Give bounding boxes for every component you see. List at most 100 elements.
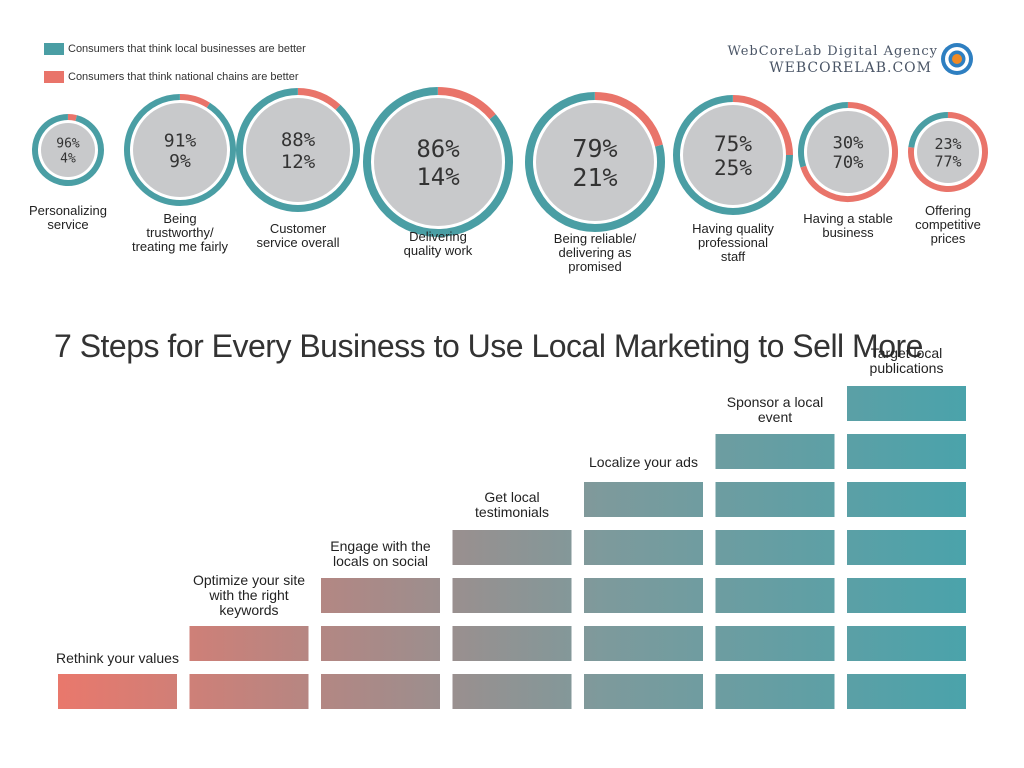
legend: Consumers that think local businesses ar… [44, 42, 306, 98]
step-block [847, 578, 966, 613]
step-block [715, 434, 835, 469]
donut-slice-local [908, 112, 949, 148]
step-block [584, 626, 703, 661]
step-block [847, 530, 966, 565]
step-label: Sponsor a local event [726, 394, 824, 425]
step-label: Rethink your values [56, 650, 179, 666]
donut-slice-local [525, 92, 665, 232]
step-block [847, 482, 966, 517]
donut-national-label: 12% [281, 151, 316, 173]
legend-label-national: Consumers that think national chains are… [68, 71, 299, 83]
donut-national-label: 25% [714, 156, 752, 180]
legend-item-local: Consumers that think local businesses ar… [44, 42, 306, 56]
step-block [715, 674, 835, 709]
donut-national-label: 9% [169, 151, 191, 172]
donut-center [246, 98, 350, 202]
donut-caption: Having a stable business [803, 211, 893, 240]
step-block [189, 626, 309, 661]
donut-caption: Being reliable/delivering as promised [553, 231, 637, 274]
donut-caption: Personalizing service [28, 203, 108, 232]
donut-center [917, 121, 979, 183]
step-label: Get local testimonials [475, 489, 549, 520]
donut-slice-national [437, 87, 496, 120]
donut-local-label: 86% [416, 135, 460, 163]
brand: WebCoreLab Digital Agency WEBCORELAB.COM [727, 42, 974, 82]
donut-caption: Offering competitive prices [915, 203, 981, 246]
step-block [58, 674, 177, 709]
donut-center [807, 111, 889, 193]
donut-slice-local [798, 102, 849, 168]
donut-local-label: 23% [934, 135, 961, 153]
donut-4: 86%14% [363, 87, 514, 237]
step-block [715, 626, 835, 661]
brand-name: WebCoreLab Digital Agency [727, 44, 938, 59]
step-block [452, 530, 572, 565]
donut-local-label: 91% [164, 130, 197, 151]
donut-slice-national [594, 92, 663, 147]
step-block [847, 434, 966, 469]
step-block [584, 674, 703, 709]
legend-item-national: Consumers that think national chains are… [44, 70, 306, 84]
step-block [321, 674, 440, 709]
step-block [847, 626, 966, 661]
donut-slice-national [800, 102, 898, 202]
legend-swatch-national [44, 71, 64, 83]
step-label: Engage with the locals on social [330, 538, 431, 569]
donut-local-label: 96% [56, 136, 80, 151]
step-block [847, 386, 966, 421]
donut-center [683, 105, 783, 205]
donut-center [374, 98, 502, 226]
steps-title: 7 Steps for Every Business to Use Local … [54, 328, 923, 364]
donut-slice-local [124, 94, 236, 206]
donut-slice-national [179, 94, 211, 108]
donut-caption: Delivering quality work [403, 229, 473, 258]
donut-local-label: 88% [281, 129, 316, 151]
donut-center [536, 103, 654, 221]
step-block [847, 674, 966, 709]
step-block [452, 578, 572, 613]
donut-national-label: 14% [416, 163, 460, 191]
donut-6: 75%25% [673, 95, 793, 215]
step-block [452, 626, 572, 661]
donut-caption: Having quality professional staff [692, 221, 774, 264]
step-label: Localize your ads [589, 454, 698, 470]
donut-1: 96%4% [31, 114, 104, 186]
donut-slice-national [732, 95, 793, 156]
step-block [715, 482, 835, 517]
donut-national-label: 4% [60, 151, 76, 166]
donut-national-label: 70% [833, 153, 864, 173]
donut-center [41, 123, 95, 177]
donut-slice-local [236, 88, 360, 212]
step-block [715, 578, 835, 613]
step-label: Target local publications [869, 345, 944, 376]
donut-2: 91%9% [124, 94, 236, 206]
target-logo-icon [941, 43, 973, 75]
donut-slice-national [297, 88, 341, 111]
donut-8: 23%77% [908, 112, 988, 192]
donut-charts: 96%4%91%9%88%12% 86%14%79%21%75%25%30%70%… [31, 87, 988, 237]
step-block [584, 482, 703, 517]
donut-local-label: 79% [572, 134, 617, 163]
donut-caption: Being trustworthy/treating me fairly [131, 211, 229, 254]
donut-7: 30%70% [798, 102, 898, 202]
step-block [584, 578, 703, 613]
donut-slice-national [908, 112, 988, 192]
donut-slice-national [67, 114, 77, 121]
step-block [321, 626, 440, 661]
donut-national-label: 21% [572, 163, 617, 192]
donut-local-label: 30% [833, 134, 864, 154]
donut-center [133, 103, 227, 197]
donut-local-label: 75% [714, 132, 752, 156]
step-label: Optimize your site with the right keywor… [192, 572, 306, 618]
donut-slice-local [31, 114, 104, 186]
step-block [452, 674, 572, 709]
brand-url: WEBCORELAB.COM [769, 60, 932, 76]
donut-3: 88%12% [236, 88, 360, 212]
legend-swatch-local [44, 43, 64, 55]
donut-5: 79%21% [525, 92, 665, 232]
step-block [189, 674, 309, 709]
donut-slice-local [673, 95, 793, 215]
donut-slice-local [363, 87, 514, 237]
step-block [584, 530, 703, 565]
